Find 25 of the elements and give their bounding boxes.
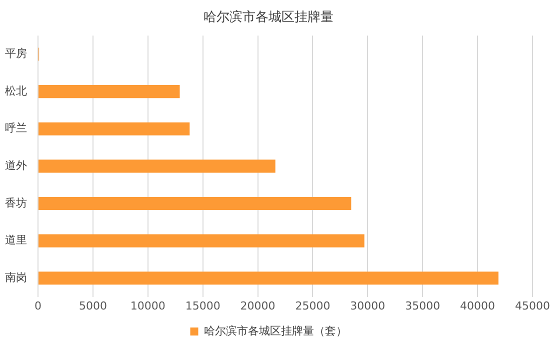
bar bbox=[38, 85, 180, 98]
x-tick-label: 10000 bbox=[130, 299, 166, 312]
x-tick-label: 45000 bbox=[515, 299, 550, 312]
y-tick-label: 南岗 bbox=[5, 271, 27, 284]
x-tick-label: 15000 bbox=[185, 299, 220, 312]
y-tick-label: 道外 bbox=[5, 159, 27, 172]
x-tick-label: 30000 bbox=[350, 299, 386, 312]
y-tick-label: 平房 bbox=[5, 47, 27, 60]
x-tick-label: 40000 bbox=[460, 299, 496, 312]
y-tick-label: 道里 bbox=[5, 234, 27, 247]
chart-title: 哈尔滨市各城区挂牌量 bbox=[204, 9, 334, 26]
x-tick-label: 0 bbox=[34, 299, 42, 312]
bar bbox=[38, 234, 364, 248]
legend-label: 哈尔滨市各城区挂牌量（套） bbox=[204, 324, 347, 338]
y-tick-label: 香坊 bbox=[5, 196, 27, 210]
bar bbox=[38, 122, 190, 136]
x-tick-label: 25000 bbox=[295, 299, 330, 312]
bar bbox=[38, 196, 352, 210]
y-tick-label: 松北 bbox=[5, 84, 27, 98]
x-tick-label: 35000 bbox=[405, 299, 440, 312]
x-tick-label: 20000 bbox=[240, 299, 276, 312]
bar bbox=[38, 160, 276, 173]
x-tick-label: 5000 bbox=[78, 299, 107, 312]
y-tick-label: 呼兰 bbox=[5, 122, 27, 135]
bar bbox=[38, 272, 498, 285]
